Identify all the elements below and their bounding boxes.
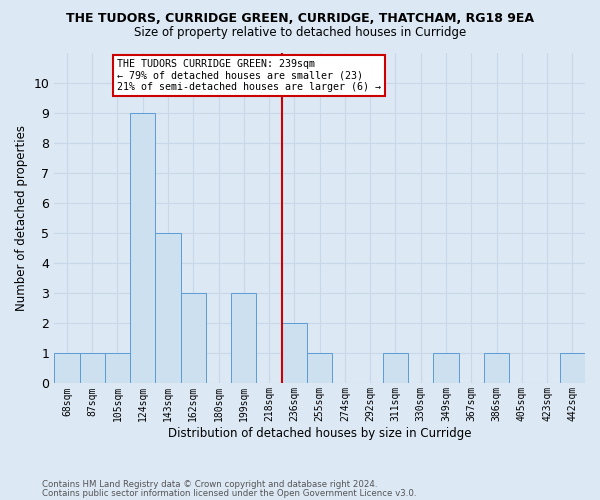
Text: Contains HM Land Registry data © Crown copyright and database right 2024.: Contains HM Land Registry data © Crown c…	[42, 480, 377, 489]
Bar	[383, 354, 408, 384]
Bar	[105, 354, 130, 384]
Bar	[231, 293, 256, 384]
Text: THE TUDORS CURRIDGE GREEN: 239sqm
← 79% of detached houses are smaller (23)
21% : THE TUDORS CURRIDGE GREEN: 239sqm ← 79% …	[118, 58, 382, 92]
Bar	[484, 354, 509, 384]
Bar	[433, 354, 458, 384]
Text: Contains public sector information licensed under the Open Government Licence v3: Contains public sector information licen…	[42, 490, 416, 498]
X-axis label: Distribution of detached houses by size in Curridge: Distribution of detached houses by size …	[168, 427, 472, 440]
Bar	[155, 233, 181, 384]
Y-axis label: Number of detached properties: Number of detached properties	[15, 125, 28, 311]
Bar	[80, 354, 105, 384]
Bar	[282, 324, 307, 384]
Bar	[130, 112, 155, 384]
Bar	[181, 293, 206, 384]
Bar	[307, 354, 332, 384]
Text: Size of property relative to detached houses in Curridge: Size of property relative to detached ho…	[134, 26, 466, 39]
Bar	[560, 354, 585, 384]
Bar	[54, 354, 80, 384]
Text: THE TUDORS, CURRIDGE GREEN, CURRIDGE, THATCHAM, RG18 9EA: THE TUDORS, CURRIDGE GREEN, CURRIDGE, TH…	[66, 12, 534, 26]
